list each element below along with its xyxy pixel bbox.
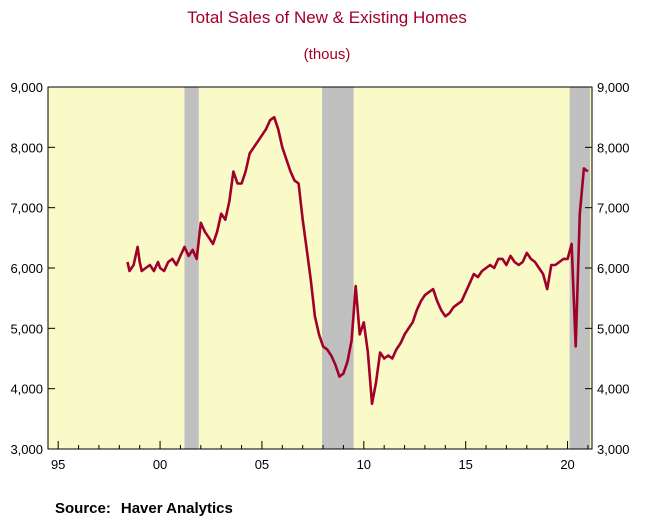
- recession-band: [569, 87, 590, 449]
- y-tick-label-left: 3,000: [10, 442, 43, 457]
- y-tick-label-left: 5,000: [10, 321, 43, 336]
- y-tick-label-left: 8,000: [10, 140, 43, 155]
- series-line: [126, 115, 589, 406]
- y-tick-label-left: 4,000: [10, 382, 43, 397]
- y-tick-label-right: 5,000: [597, 321, 630, 336]
- recession-band: [322, 87, 354, 449]
- recession-bands: [184, 87, 590, 449]
- plot-area: [48, 87, 592, 449]
- x-tick-label: 20: [560, 457, 574, 472]
- y-tick-label-left: 6,000: [10, 261, 43, 276]
- x-tick-label: 95: [51, 457, 65, 472]
- chart-subtitle: (thous): [304, 46, 351, 63]
- y-tick-label-right: 7,000: [597, 201, 630, 216]
- x-tick-label: 10: [357, 457, 371, 472]
- y-tick-label-right: 3,000: [597, 442, 630, 457]
- source-note: Source: Haver Analytics: [55, 500, 233, 517]
- source-text: Haver Analytics: [120, 500, 233, 517]
- x-tick-label: 00: [153, 457, 167, 472]
- y-tick-label-right: 8,000: [597, 140, 630, 155]
- recession-band: [184, 87, 199, 449]
- source-label: Source:: [55, 500, 111, 517]
- y-tick-label-left: 7,000: [10, 201, 43, 216]
- x-tick-label: 05: [255, 457, 269, 472]
- series-line-group: [126, 115, 589, 406]
- y-tick-label-left: 9,000: [10, 80, 43, 95]
- x-tick-label: 15: [458, 457, 472, 472]
- y-tick-label-right: 6,000: [597, 261, 630, 276]
- y-tick-label-right: 4,000: [597, 382, 630, 397]
- axes: 3,000 3,000 4,000 4,000 5,000 5,000 6,000 6,000…: [10, 80, 629, 472]
- y-tick-label-right: 9,000: [597, 80, 630, 95]
- chart-title: Total Sales of New & Existing Homes: [187, 8, 467, 27]
